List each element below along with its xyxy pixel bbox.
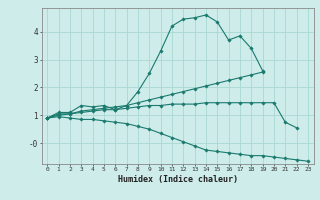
X-axis label: Humidex (Indice chaleur): Humidex (Indice chaleur) — [118, 175, 237, 184]
